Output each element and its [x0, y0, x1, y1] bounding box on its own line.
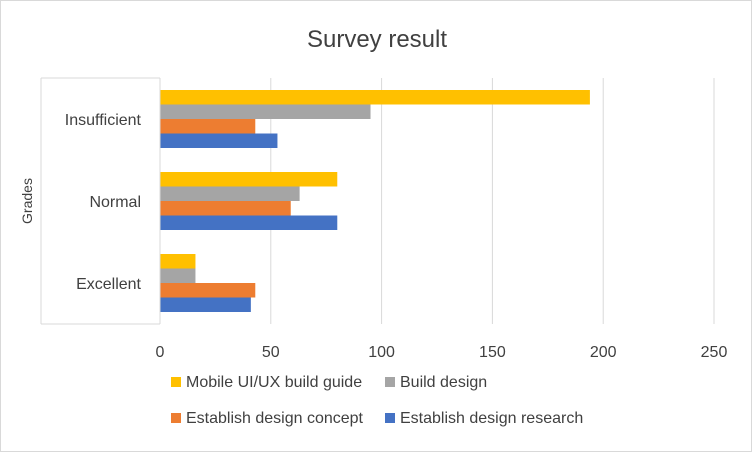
x-tick-label: 50: [262, 344, 280, 361]
bar-excellent-series-4: [160, 297, 251, 312]
bars: [160, 90, 590, 312]
x-tick-label: 150: [479, 344, 506, 361]
bar-normal-series-2: [160, 186, 300, 201]
y-category-label: Insufficient: [65, 112, 142, 129]
legend-label: Mobile UI/UX build guide: [186, 374, 362, 391]
legend-swatch: [385, 413, 395, 423]
x-tick-label: 0: [156, 344, 165, 361]
bar-insufficient-series-3: [160, 119, 256, 134]
legend-label: Establish design concept: [186, 410, 364, 427]
legend-swatch: [171, 377, 181, 387]
gridlines: [270, 78, 715, 324]
bar-excellent-series-2: [160, 268, 196, 283]
x-tick-label: 200: [590, 344, 617, 361]
axes: 0 50 100 150 200 250 Insufficient Normal Excelle…: [40, 77, 728, 361]
legend-swatch: [385, 377, 395, 387]
legend: Mobile UI/UX build guide Build design Esta…: [171, 374, 583, 427]
bar-insufficient-series-4: [160, 133, 278, 148]
bar-normal-series-3: [160, 201, 291, 216]
y-axis-title: Grades: [19, 178, 35, 224]
bar-normal-series-4: [160, 215, 338, 230]
y-category-label: Excellent: [76, 276, 141, 293]
y-category-label: Normal: [89, 194, 141, 211]
bar-insufficient-series-1: [160, 90, 590, 105]
bar-normal-series-1: [160, 172, 338, 187]
chart-title: Survey result: [307, 26, 447, 53]
x-tick-label: 250: [701, 344, 728, 361]
legend-label: Establish design research: [400, 410, 583, 427]
bar-insufficient-series-2: [160, 104, 371, 119]
bar-excellent-series-1: [160, 254, 196, 269]
bar-excellent-series-3: [160, 283, 256, 298]
legend-swatch: [171, 413, 181, 423]
x-tick-label: 100: [368, 344, 395, 361]
legend-label: Build design: [400, 374, 487, 391]
